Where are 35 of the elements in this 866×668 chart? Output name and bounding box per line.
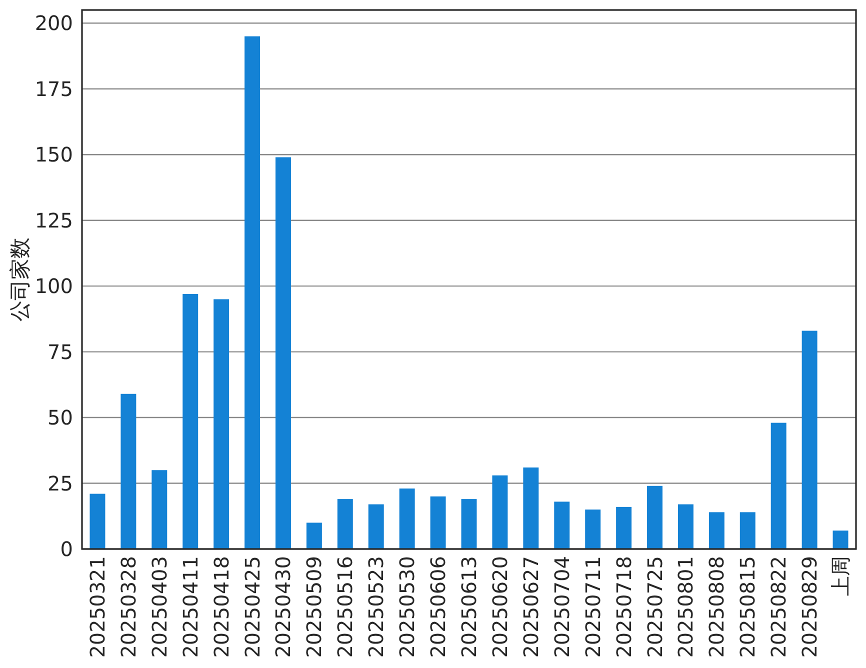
x-tick-label: 20250620	[488, 556, 512, 658]
x-tick-label: 20250725	[642, 556, 667, 658]
y-tick-label: 200	[34, 11, 73, 36]
x-tick-label: 20250516	[333, 556, 358, 658]
y-tick-label: 175	[34, 76, 73, 101]
x-tick-label: 20250801	[674, 556, 698, 658]
x-tick-label: 上周	[828, 556, 853, 596]
x-tick-label: 20250627	[518, 556, 543, 658]
x-tick-label: 20250425	[240, 556, 264, 658]
x-tick-label: 20250815	[736, 556, 760, 658]
x-tick-label: 20250321	[85, 556, 110, 658]
x-tick-label: 20250523	[364, 556, 388, 658]
y-axis-title: 公司家数	[8, 238, 32, 322]
x-tick-label: 20250822	[766, 556, 791, 658]
y-tick-label: 150	[34, 142, 73, 167]
x-tick-label: 20250411	[178, 556, 202, 658]
x-tick-label: 20250704	[550, 556, 574, 658]
x-tick-label: 20250430	[271, 556, 296, 658]
x-tick-label: 20250808	[704, 556, 729, 658]
x-tick-label: 20250418	[209, 556, 234, 658]
x-tick-label: 20250711	[580, 556, 605, 658]
y-tick-label: 75	[48, 340, 73, 364]
y-tick-label: 25	[48, 471, 73, 496]
y-tick-label: 125	[34, 208, 73, 232]
x-tick-label: 20250403	[147, 556, 172, 658]
x-tick-label: 20250718	[612, 556, 636, 658]
y-tick-label: 50	[48, 406, 73, 430]
x-tick-label: 20250613	[457, 556, 481, 658]
x-tick-label: 20250328	[116, 556, 140, 658]
x-tick-label: 20250530	[395, 556, 420, 658]
x-tick-label: 20250509	[302, 556, 326, 658]
x-tick-label: 20250606	[426, 556, 450, 658]
x-tick-label: 20250829	[798, 556, 822, 658]
y-tick-label: 0	[60, 537, 73, 561]
y-tick-label: 100	[34, 274, 73, 298]
